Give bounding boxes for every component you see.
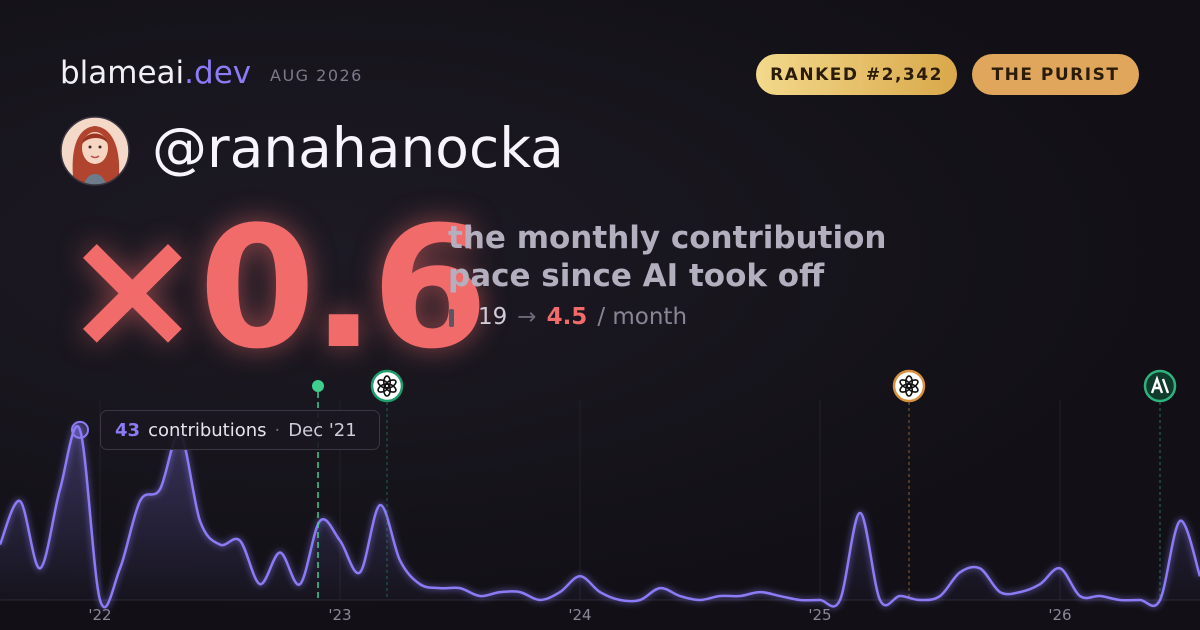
brand-name: blameai xyxy=(60,55,185,91)
x-tick-label: '23 xyxy=(328,606,351,624)
pace-to: 4.5 xyxy=(546,304,588,330)
x-tick-label: '26 xyxy=(1048,606,1071,624)
description: the monthly contribution pace since AI t… xyxy=(448,219,886,295)
pace-unit: / month xyxy=(597,304,688,330)
pace-stat: 19 → 4.5 / month xyxy=(448,304,687,330)
event-marker xyxy=(370,369,404,403)
event-icon xyxy=(1150,375,1170,394)
brand-suffix: .dev xyxy=(184,55,252,91)
brand: blameai.dev xyxy=(60,55,251,91)
title-badge: THE PURIST xyxy=(972,54,1139,95)
arrow: → xyxy=(517,304,537,330)
rank-badge: RANKED #2,342 xyxy=(756,54,957,95)
event-marker xyxy=(892,369,926,403)
avatar xyxy=(60,116,130,186)
description-line: pace since AI took off xyxy=(448,258,825,294)
handle: @ranahanocka xyxy=(152,116,564,180)
pace-icon xyxy=(449,309,464,327)
date: AUG 2026 xyxy=(270,66,363,85)
tooltip: 43 contributions · Dec '21 xyxy=(100,410,380,450)
event-icon xyxy=(899,379,912,389)
event-icon xyxy=(377,379,390,389)
tooltip-date: Dec '21 xyxy=(288,419,357,441)
highlight-ring xyxy=(71,420,89,439)
tooltip-label: contributions xyxy=(148,419,267,441)
x-tick-label: '22 xyxy=(88,606,111,624)
event-dot xyxy=(312,380,324,392)
multiplier: ×0.6 xyxy=(62,190,488,386)
area xyxy=(0,426,1200,608)
description-line: the monthly contribution xyxy=(448,220,887,256)
x-tick-label: '25 xyxy=(808,606,831,624)
tooltip-value: 43 xyxy=(115,419,141,441)
tooltip-separator: · xyxy=(274,419,281,441)
x-tick-label: '24 xyxy=(568,606,591,624)
pace-from: 19 xyxy=(478,304,508,330)
